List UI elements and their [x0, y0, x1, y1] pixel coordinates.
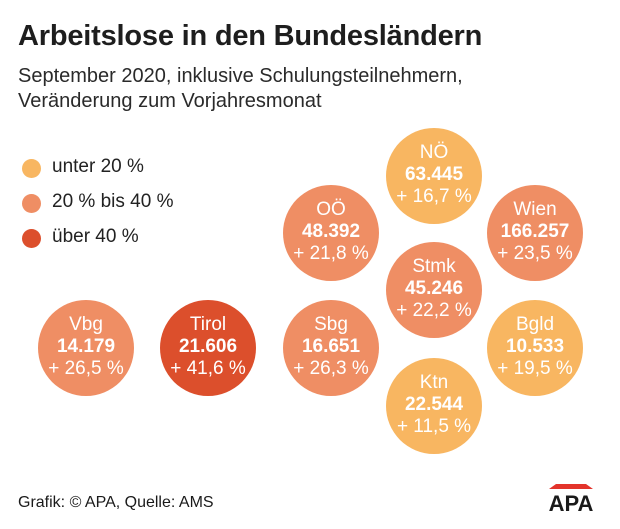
source-credit: Grafik: © APA, Quelle: AMS — [18, 494, 214, 511]
bubble-value-vbg: 14.179 — [56, 336, 116, 357]
bubble-vbg: Vbg 14.179 + 26,5 % — [38, 300, 134, 396]
chart-subtitle: September 2020, inklusive Schulungsteiln… — [18, 64, 463, 114]
bubble-change-sbg: + 26,3 % — [293, 358, 369, 379]
bubble-name-stmk: Stmk — [412, 256, 456, 277]
bubble-change-ktn: + 11,5 % — [396, 416, 472, 437]
bubble-name-noe: NÖ — [419, 142, 449, 163]
bubble-name-sbg: Sbg — [314, 314, 348, 335]
bubble-sbg: Sbg 16.651 + 26,3 % — [283, 300, 379, 396]
bubble-change-noe: + 16,7 % — [396, 186, 472, 207]
bubble-value-noe: 63.445 — [404, 164, 464, 185]
bubble-change-wien: + 23,5 % — [497, 243, 573, 264]
bubble-name-bgld: Bgld — [515, 314, 555, 335]
bubble-value-bgld: 10.533 — [505, 336, 565, 357]
bubble-name-wien: Wien — [513, 199, 557, 220]
bubble-stmk: Stmk 45.246 + 22,2 % — [386, 242, 482, 338]
bubble-ktn: Ktn 22.544 + 11,5 % — [386, 358, 482, 454]
legend-label-over-40: über 40 % — [52, 226, 139, 247]
bubble-value-wien: 166.257 — [500, 221, 570, 242]
bubble-value-sbg: 16.651 — [301, 336, 361, 357]
bubble-change-vbg: + 26,5 % — [48, 358, 124, 379]
apa-logo-text: APA — [549, 491, 594, 512]
legend-label-under-20: unter 20 % — [52, 156, 144, 177]
bubble-change-stmk: + 22,2 % — [396, 300, 472, 321]
legend-dot-under-20 — [22, 159, 41, 178]
bubble-name-ktn: Ktn — [419, 372, 449, 393]
bubble-value-ktn: 22.544 — [404, 394, 464, 415]
subtitle-line-1: September 2020, inklusive Schulungsteiln… — [18, 65, 463, 87]
bubble-ooe: OÖ 48.392 + 21,8 % — [283, 185, 379, 281]
legend-dot-20-to-40 — [22, 194, 41, 213]
legend-dot-over-40 — [22, 229, 41, 248]
bubble-name-ooe: OÖ — [316, 199, 346, 220]
apa-logo: APA — [549, 484, 594, 512]
subtitle-line-2: Veränderung zum Vorjahresmonat — [18, 90, 322, 112]
bubble-noe: NÖ 63.445 + 16,7 % — [386, 128, 482, 224]
bubble-change-tirol: + 41,6 % — [170, 358, 246, 379]
bubble-change-bgld: + 19,5 % — [497, 358, 573, 379]
apa-logo-bar — [549, 484, 593, 489]
bubble-tirol: Tirol 21.606 + 41,6 % — [160, 300, 256, 396]
chart-title: Arbeitslose in den Bundesländern — [18, 20, 483, 52]
bubble-value-stmk: 45.246 — [404, 278, 464, 299]
bubble-name-vbg: Vbg — [69, 314, 103, 335]
bubble-bgld: Bgld 10.533 + 19,5 % — [487, 300, 583, 396]
bubble-value-ooe: 48.392 — [301, 221, 361, 242]
bubble-wien: Wien 166.257 + 23,5 % — [487, 185, 583, 281]
bubble-name-tirol: Tirol — [189, 314, 227, 335]
bubble-change-ooe: + 21,8 % — [293, 243, 369, 264]
legend-label-20-to-40: 20 % bis 40 % — [52, 191, 174, 212]
bubble-value-tirol: 21.606 — [178, 336, 238, 357]
